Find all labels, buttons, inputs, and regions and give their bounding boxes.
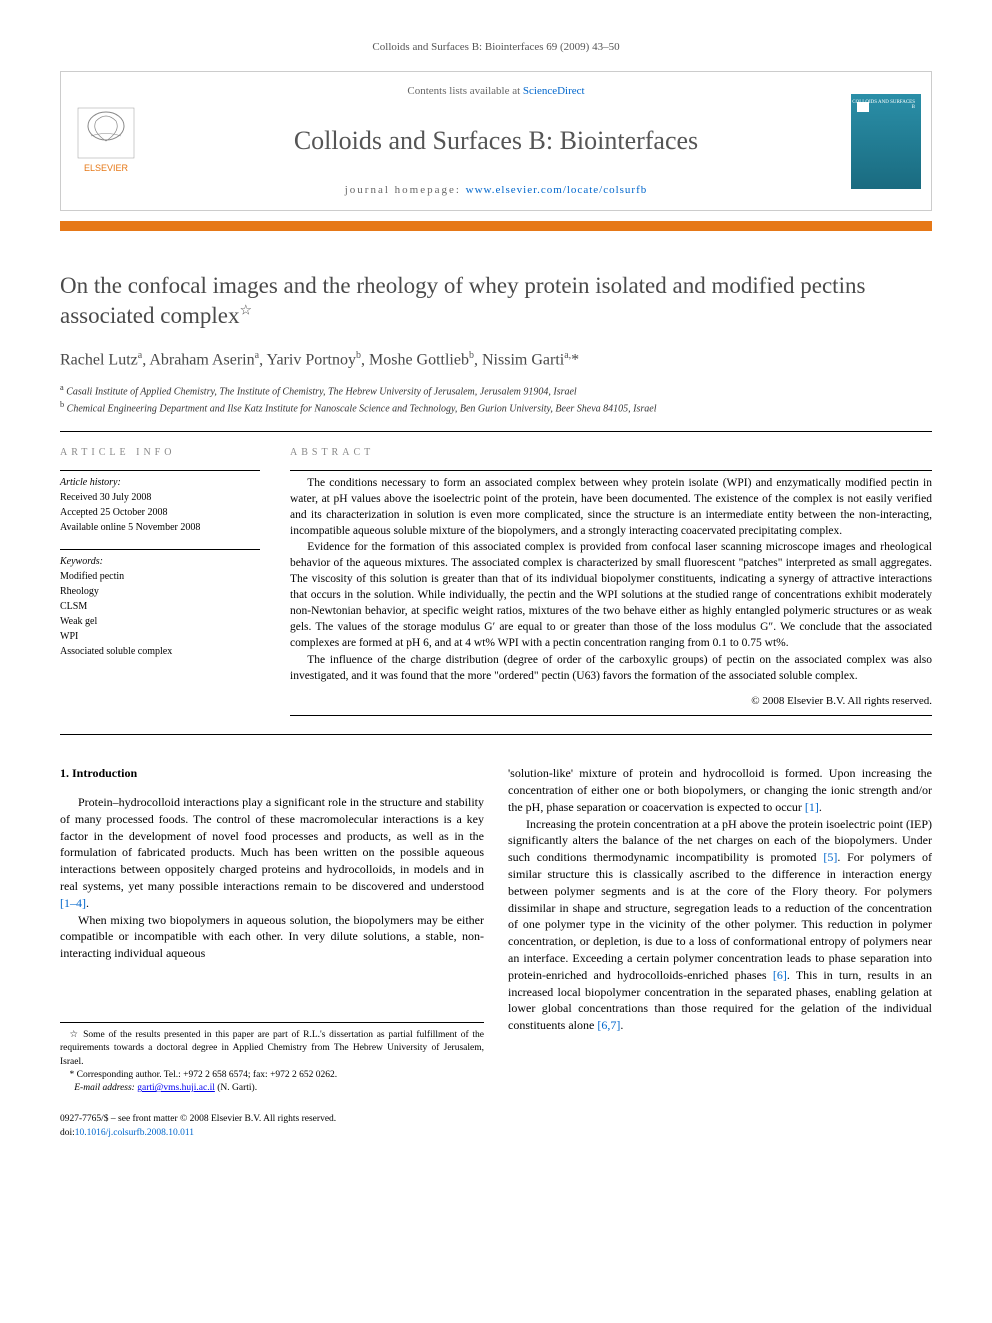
abstract-heading: ABSTRACT	[290, 446, 932, 460]
history-item: Accepted 25 October 2008	[60, 505, 260, 520]
body-paragraph: Protein–hydrocolloid interactions play a…	[60, 794, 484, 912]
keywords-heading: Keywords:	[60, 554, 260, 569]
info-rule	[60, 470, 260, 471]
article-info-column: ARTICLE INFO Article history: Received 3…	[60, 446, 260, 721]
doi-link[interactable]: 10.1016/j.colsurfb.2008.10.011	[75, 1128, 194, 1138]
body-paragraph: Increasing the protein concentration at …	[508, 816, 932, 1034]
citation-link[interactable]: [6]	[773, 968, 787, 982]
running-header: Colloids and Surfaces B: Biointerfaces 6…	[60, 40, 932, 55]
keyword-item: Modified pectin	[60, 569, 260, 584]
affiliation-a: a Casali Institute of Applied Chemistry,…	[60, 382, 932, 399]
citation-link[interactable]: [1–4]	[60, 896, 86, 910]
keyword-item: Associated soluble complex	[60, 644, 260, 659]
copyright-line: © 2008 Elsevier B.V. All rights reserved…	[290, 694, 932, 709]
affiliation-b: b Chemical Engineering Department and Il…	[60, 399, 932, 416]
history-heading: Article history:	[60, 475, 260, 490]
journal-header-box: ELSEVIER Contents lists available at Sci…	[60, 71, 932, 211]
horizontal-rule	[60, 734, 932, 735]
issn-doi-block: 0927-7765/$ – see front matter © 2008 El…	[60, 1113, 484, 1140]
section-heading: 1. Introduction	[60, 765, 484, 782]
article-info-heading: ARTICLE INFO	[60, 446, 260, 460]
homepage-link[interactable]: www.elsevier.com/locate/colsurfb	[466, 184, 648, 196]
email-link[interactable]: garti@vms.huji.ac.il	[137, 1083, 215, 1093]
footnote-star: ☆ Some of the results presented in this …	[60, 1029, 484, 1069]
right-column: 'solution-like' mixture of protein and h…	[508, 765, 932, 1140]
abstract-paragraph: The influence of the charge distribution…	[290, 652, 932, 684]
article-history-section: Article history: Received 30 July 2008 A…	[60, 475, 260, 535]
citation-link[interactable]: [1]	[805, 800, 819, 814]
homepage-line: journal homepage: www.elsevier.com/locat…	[161, 183, 831, 198]
horizontal-rule	[60, 431, 932, 432]
cover-label: COLLOIDS AND SURFACES B	[851, 100, 915, 111]
publisher-logo-cell: ELSEVIER	[61, 72, 151, 210]
citation-link[interactable]: [6,7]	[597, 1018, 620, 1032]
info-rule	[60, 549, 260, 550]
history-item: Available online 5 November 2008	[60, 520, 260, 535]
contents-prefix: Contents lists available at	[407, 85, 522, 97]
contents-available-line: Contents lists available at ScienceDirec…	[161, 84, 831, 99]
body-two-column: 1. Introduction Protein–hydrocolloid int…	[60, 765, 932, 1140]
issn-line: 0927-7765/$ – see front matter © 2008 El…	[60, 1113, 484, 1126]
keyword-item: WPI	[60, 629, 260, 644]
keyword-item: Rheology	[60, 584, 260, 599]
orange-divider-bar	[60, 221, 932, 231]
body-paragraph: When mixing two biopolymers in aqueous s…	[60, 912, 484, 962]
page-container: Colloids and Surfaces B: Biointerfaces 6…	[0, 0, 992, 1180]
keyword-item: CLSM	[60, 599, 260, 614]
journal-name: Colloids and Surfaces B: Biointerfaces	[161, 123, 831, 159]
abstract-end-rule	[290, 715, 932, 716]
footnote-email: E-mail address: garti@vms.huji.ac.il (N.…	[60, 1082, 484, 1095]
footnote-corresponding: * Corresponding author. Tel.: +972 2 658…	[60, 1069, 484, 1082]
keyword-item: Weak gel	[60, 614, 260, 629]
journal-header-center: Contents lists available at ScienceDirec…	[151, 72, 841, 210]
body-paragraph: 'solution-like' mixture of protein and h…	[508, 765, 932, 815]
keywords-section: Keywords: Modified pectin Rheology CLSM …	[60, 554, 260, 659]
abstract-rule	[290, 470, 932, 471]
title-footnote-marker: ☆	[239, 304, 252, 319]
history-item: Received 30 July 2008	[60, 490, 260, 505]
sciencedirect-link[interactable]: ScienceDirect	[523, 85, 585, 97]
journal-cover-icon: COLLOIDS AND SURFACES B	[851, 94, 921, 189]
info-abstract-row: ARTICLE INFO Article history: Received 3…	[60, 446, 932, 721]
footnote-block: ☆ Some of the results presented in this …	[60, 1022, 484, 1095]
title-text: On the confocal images and the rheology …	[60, 273, 865, 328]
svg-text:ELSEVIER: ELSEVIER	[84, 163, 129, 173]
elsevier-logo-icon: ELSEVIER	[76, 106, 136, 176]
homepage-prefix: journal homepage:	[345, 184, 466, 196]
journal-cover-cell: COLLOIDS AND SURFACES B	[841, 72, 931, 210]
citation-link[interactable]: [5]	[823, 850, 837, 864]
abstract-paragraph: Evidence for the formation of this assoc…	[290, 539, 932, 652]
article-title: On the confocal images and the rheology …	[60, 271, 932, 331]
doi-line: doi:10.1016/j.colsurfb.2008.10.011	[60, 1127, 484, 1140]
author-list: Rachel Lutza, Abraham Aserina, Yariv Por…	[60, 349, 932, 372]
left-column: 1. Introduction Protein–hydrocolloid int…	[60, 765, 484, 1140]
abstract-column: ABSTRACT The conditions necessary to for…	[290, 446, 932, 721]
abstract-paragraph: The conditions necessary to form an asso…	[290, 475, 932, 539]
affiliations: a Casali Institute of Applied Chemistry,…	[60, 382, 932, 417]
